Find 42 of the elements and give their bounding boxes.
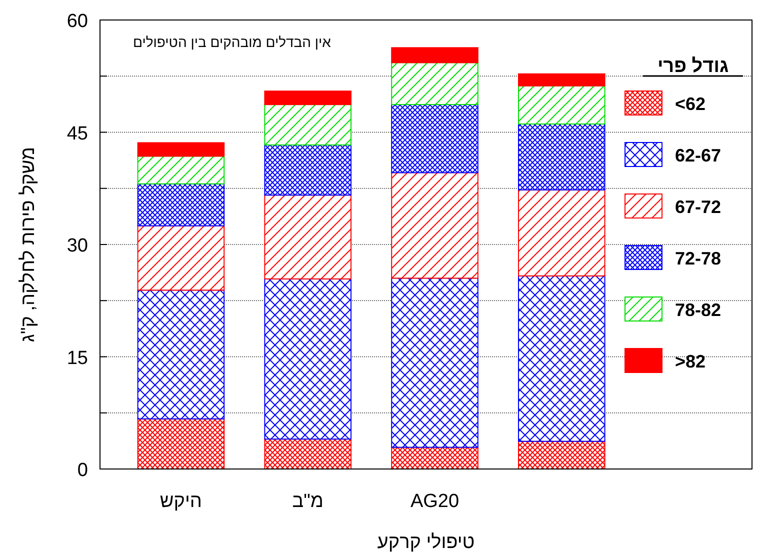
bar bbox=[264, 194, 352, 280]
annotation: אין הבדלים מובהקים בין הטיפולים bbox=[133, 34, 332, 50]
y-tick-label: 15 bbox=[66, 348, 88, 369]
bar bbox=[518, 275, 606, 442]
bar bbox=[518, 189, 606, 276]
bar bbox=[137, 142, 225, 157]
legend-label: 67-72 bbox=[675, 197, 722, 217]
bar bbox=[391, 62, 478, 106]
bar bbox=[137, 418, 225, 470]
x-tick-label: היקש bbox=[160, 491, 202, 512]
y-tick-label: 45 bbox=[66, 123, 88, 144]
bar bbox=[518, 73, 606, 86]
legend-label: 78-82 bbox=[675, 300, 722, 320]
bar bbox=[137, 225, 225, 291]
bar bbox=[518, 440, 606, 470]
bar bbox=[391, 172, 478, 279]
legend-label: <62 bbox=[675, 94, 706, 114]
x-tick-label: AG20 bbox=[410, 491, 460, 512]
bar bbox=[518, 85, 606, 125]
x-tick-label: מ"ב bbox=[292, 491, 324, 512]
bar bbox=[391, 278, 478, 448]
bar bbox=[264, 90, 352, 106]
bar bbox=[137, 183, 225, 226]
legend-label: 72-78 bbox=[675, 248, 722, 268]
y-tick-label: 0 bbox=[77, 460, 88, 481]
bar bbox=[391, 446, 478, 470]
y-tick-label: 60 bbox=[66, 11, 88, 32]
bar bbox=[264, 438, 352, 470]
legend-label: 62-67 bbox=[675, 146, 722, 166]
y-tick-label: 30 bbox=[66, 236, 88, 256]
bar bbox=[391, 47, 478, 64]
y-axis-title: משקל פירות לחלקה, ק"ג bbox=[18, 146, 39, 342]
bar bbox=[137, 290, 225, 420]
x-axis-title: טיפולי קרקע bbox=[377, 532, 475, 553]
bar bbox=[264, 104, 352, 146]
bar bbox=[264, 278, 352, 440]
bar bbox=[518, 124, 606, 190]
legend-label: >82 bbox=[675, 352, 706, 372]
bar bbox=[137, 156, 225, 184]
bar bbox=[391, 104, 478, 174]
bar bbox=[264, 144, 352, 196]
legend-title: גודל פרי bbox=[657, 56, 729, 77]
